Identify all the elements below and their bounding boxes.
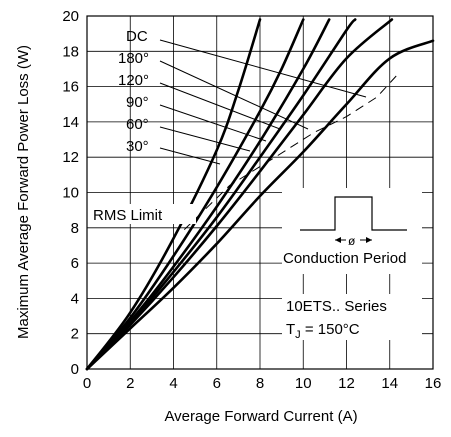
leader-30 xyxy=(159,147,221,165)
tick-labels: 0 2 4 6 8 10 12 14 16 0 2 4 6 8 10 12 14 16 18 20 xyxy=(62,8,441,392)
phi-symbol: ø xyxy=(348,234,356,248)
rms-limit-label-bg xyxy=(92,204,196,224)
leader-dc xyxy=(159,39,367,98)
curve-label-180: 180° xyxy=(118,50,149,67)
curve-label-60: 60° xyxy=(126,116,149,133)
series-line-60 xyxy=(85,18,305,371)
curve-label-90: 90° xyxy=(126,94,149,111)
conduction-period-diagram: ø Conduction Period xyxy=(282,188,422,274)
y-tick-label: 8 xyxy=(71,220,79,237)
x-tick-label: 4 xyxy=(169,375,177,392)
x-tick-label: 10 xyxy=(295,375,312,392)
rms-limit-label: RMS Limit xyxy=(93,207,163,224)
y-tick-label: 4 xyxy=(71,290,79,307)
series-label: 10ETS.. Series xyxy=(286,298,387,315)
x-tick-label: 6 xyxy=(213,375,221,392)
series-line-180 xyxy=(85,18,394,371)
y-tick-label: 2 xyxy=(71,326,79,343)
junction-subscript: J xyxy=(295,329,301,341)
x-tick-label: 14 xyxy=(381,375,398,392)
y-tick-label: 6 xyxy=(71,255,79,272)
series-line-30 xyxy=(85,18,262,371)
leader-120 xyxy=(159,82,281,130)
x-tick-label: 16 xyxy=(425,375,442,392)
y-tick-label: 0 xyxy=(71,361,79,378)
curves xyxy=(85,18,435,371)
x-axis-title: Average Forward Current (A) xyxy=(164,408,357,425)
x-tick-label: 0 xyxy=(83,375,91,392)
y-tick-label: 10 xyxy=(62,185,79,202)
rms-limit-line xyxy=(183,75,397,230)
annotations: DC 180° 120° 90° 60° 30° RMS Limit ø Con… xyxy=(92,28,422,341)
curve-label-30: 30° xyxy=(126,138,149,155)
y-tick-label: 20 xyxy=(62,8,79,25)
y-tick-label: 12 xyxy=(62,149,79,166)
series-line-dc xyxy=(85,39,435,371)
series-label-bg xyxy=(282,294,422,340)
series-line-120 xyxy=(85,18,357,371)
leader-180 xyxy=(159,60,309,130)
curve-label-dc: DC xyxy=(126,28,148,45)
y-tick-label: 16 xyxy=(62,79,79,96)
x-tick-label: 12 xyxy=(338,375,355,392)
leader-90 xyxy=(159,104,267,142)
junction-temperature-label: TJ = 150°C xyxy=(286,321,360,341)
y-axis-title: Maximum Average Forward Power Loss (W) xyxy=(15,45,32,339)
curve-label-120: 120° xyxy=(118,72,149,89)
conduction-period-label: Conduction Period xyxy=(283,250,406,267)
x-tick-label: 8 xyxy=(256,375,264,392)
y-tick-label: 14 xyxy=(62,114,79,131)
leader-60 xyxy=(159,126,251,152)
plot-frame xyxy=(86,15,434,370)
y-tick-label: 18 xyxy=(62,43,79,60)
x-tick-label: 2 xyxy=(126,375,134,392)
